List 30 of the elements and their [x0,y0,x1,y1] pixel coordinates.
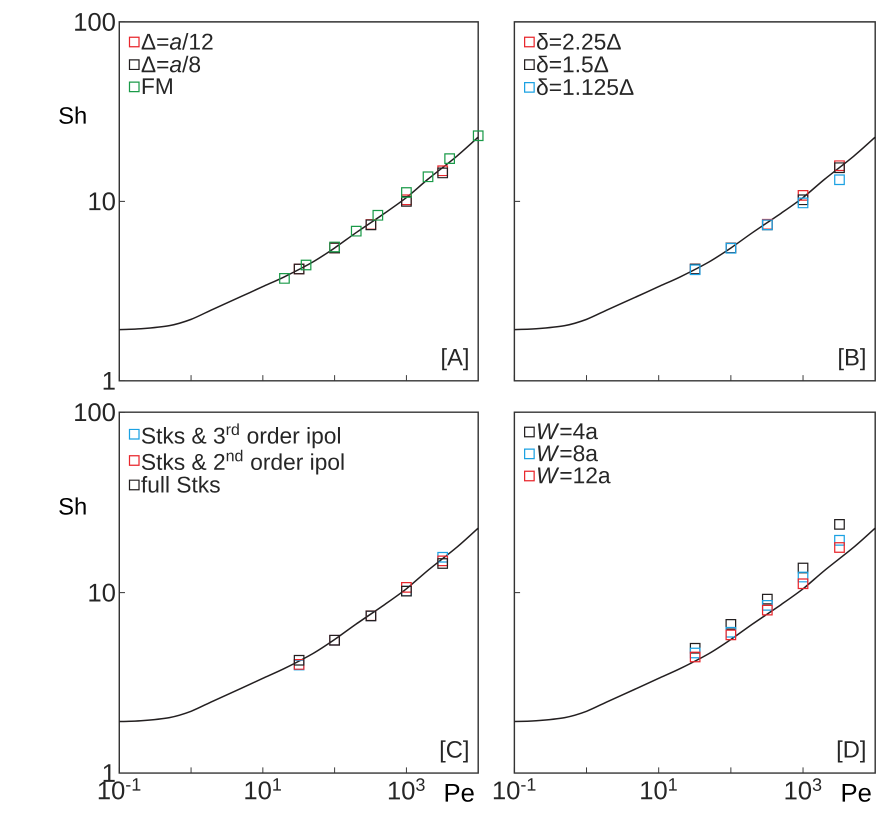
annotation: [D] [838,740,865,762]
legend-label: Stks & 2$^{nd}$ order ipol [142,450,344,475]
x-axis-title: Pe [842,784,871,802]
legend-label: W=4a [538,423,598,440]
annotation: [C] [440,740,468,762]
legend-label: Δ=a/12 [142,33,213,50]
y-axis-title: Sh [59,106,86,124]
x-tick-label: 10$^{3}$ [388,778,425,800]
y-tick-label: 10 [89,192,115,210]
x-tick-label: 10$^{1}$ [641,778,677,800]
legend-label: δ=2.25Δ [536,33,621,50]
legend-label: δ=1.125Δ [536,78,634,96]
y-tick-label: 1 [104,372,115,390]
legend-label: δ=1.5Δ [536,56,608,72]
y-tick-label: 100 [75,403,115,422]
annotation: [B] [839,348,865,370]
y-tick-label: 10 [89,584,115,602]
legend-label: FM [142,78,172,94]
x-tick-label: 10$^{-1}$ [494,778,536,800]
x-tick-label: 10$^{3}$ [786,778,822,800]
legend-label: W=8a [538,445,598,462]
x-tick-label: 10$^{1}$ [245,778,281,800]
legend-label: Δ=a/8 [142,56,200,72]
legend-label: full Stks [141,476,220,493]
y-axis-title: Sh [59,497,86,515]
x-axis-title: Pe [446,784,474,802]
annotation: [A] [442,348,468,370]
legend-label: Stks & 3$^{rd}$ order ipol [142,423,340,448]
y-tick-label: 100 [75,12,115,31]
legend-label: W=12a [538,467,611,484]
